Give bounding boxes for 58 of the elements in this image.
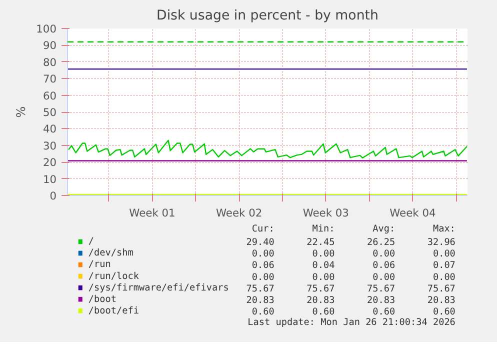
legend-label: /boot xyxy=(88,294,117,305)
text: 20.83 xyxy=(366,294,396,306)
y-tick-label: 10 xyxy=(42,172,57,186)
text: 0.00 xyxy=(432,272,456,283)
y-tick-label: 20 xyxy=(42,156,57,170)
text: 0.00 xyxy=(432,248,456,260)
text: 0.04 xyxy=(312,260,336,272)
text: 75.67 xyxy=(427,283,456,294)
text: Last update: Mon Jan 26 21:00:34 2026 xyxy=(248,316,456,328)
y-tick-label: 70 xyxy=(42,72,57,86)
text: 32.96 xyxy=(427,237,456,248)
chart-title: Disk usage in percent - by month xyxy=(156,8,378,24)
legend-label: /sys/firmware/efi/efivars xyxy=(88,282,229,294)
text: 0.00 xyxy=(312,248,336,260)
text: 75.67 xyxy=(246,283,274,294)
text: 29.40 xyxy=(246,237,275,248)
text: 0.07 xyxy=(432,260,456,272)
text: 0.00 xyxy=(312,272,336,283)
text: 75.67 xyxy=(306,283,335,294)
text: 0.00 xyxy=(252,272,275,283)
text: Avg: xyxy=(372,224,396,235)
legend-label: /run/lock xyxy=(88,270,140,282)
x-tick-label: Week 02 xyxy=(216,206,262,220)
text: 0.00 xyxy=(372,248,396,260)
text: 0.60 xyxy=(372,306,396,318)
x-tick-label: Week 03 xyxy=(302,206,349,220)
y-tick-label: 100 xyxy=(36,22,57,36)
y-tick-label: 50 xyxy=(42,106,57,119)
y-tick-label: 80 xyxy=(42,56,57,69)
legend-label: / xyxy=(88,236,94,248)
x-tick-label: Week 01 xyxy=(129,206,176,220)
y-axis-title: % xyxy=(14,106,28,118)
text: 0.60 xyxy=(312,306,336,318)
text: 0.60 xyxy=(432,306,456,318)
text: 0.00 xyxy=(252,248,275,260)
text: Min: xyxy=(312,224,335,235)
y-tick-label: 40 xyxy=(42,122,57,136)
y-tick-label: 90 xyxy=(42,39,57,52)
text: 0.06 xyxy=(372,260,396,272)
text: 0.00 xyxy=(372,272,396,283)
x-tick-label: Week 04 xyxy=(390,206,436,220)
text: 26.25 xyxy=(366,237,396,248)
line-series xyxy=(68,140,468,159)
text: Max: xyxy=(432,224,456,235)
text: 20.83 xyxy=(306,294,335,306)
text: 0.60 xyxy=(252,306,275,318)
text: 0.06 xyxy=(252,260,275,272)
legend-label: /dev/shm xyxy=(88,248,134,259)
y-tick-label: 60 xyxy=(42,89,57,102)
y-tick-label: 0 xyxy=(50,190,57,202)
legend-label: /boot/efi xyxy=(88,305,139,316)
y-tick-label: 30 xyxy=(42,139,57,152)
text: 20.83 xyxy=(427,294,456,306)
text: Cur: xyxy=(252,224,274,235)
legend-label: /run xyxy=(88,259,111,270)
text: 75.67 xyxy=(366,283,396,294)
text: 20.83 xyxy=(246,294,274,306)
text: 22.45 xyxy=(306,237,335,248)
